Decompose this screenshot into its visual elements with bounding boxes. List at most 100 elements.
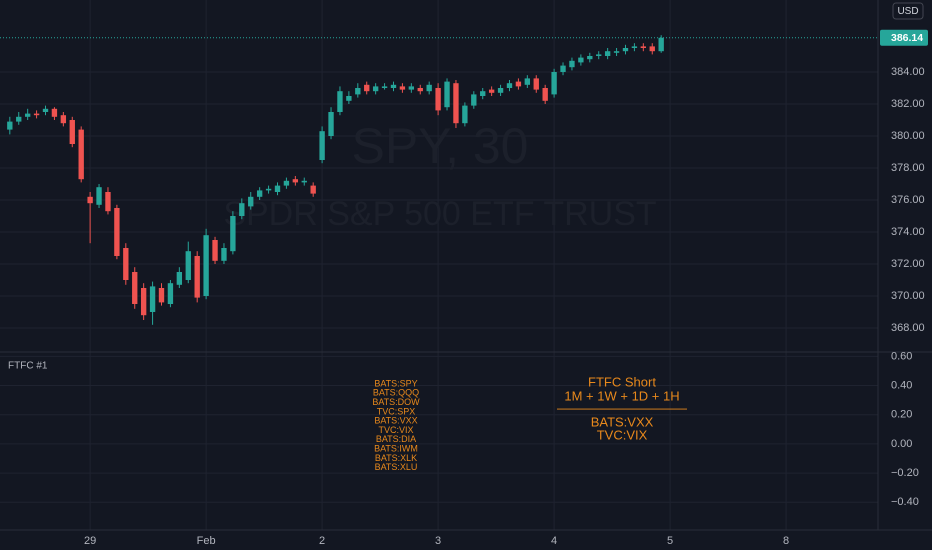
candle-body bbox=[390, 84, 397, 88]
symbol-label: BATS:DIA bbox=[376, 434, 416, 444]
candle-body bbox=[310, 185, 316, 194]
candle-body bbox=[51, 108, 58, 117]
y-tick-label: 370.00 bbox=[891, 290, 925, 302]
candle-body bbox=[551, 72, 557, 95]
candle-body bbox=[194, 256, 200, 298]
candle-body bbox=[569, 60, 575, 68]
panel-text: FTFC Short bbox=[588, 374, 656, 389]
candle-body bbox=[140, 288, 147, 316]
candle-body bbox=[613, 51, 620, 53]
x-tick-label: 29 bbox=[84, 535, 96, 547]
candle-body bbox=[631, 46, 638, 48]
x-tick-label: Feb bbox=[197, 535, 216, 547]
candle-body bbox=[328, 112, 334, 136]
candle-body bbox=[78, 129, 84, 180]
candle-body bbox=[24, 113, 31, 117]
candle-body bbox=[542, 88, 548, 101]
candle-body bbox=[346, 96, 352, 101]
x-tick-label: 8 bbox=[783, 535, 789, 547]
candle-body bbox=[319, 131, 325, 160]
y-tick-label: −0.20 bbox=[891, 467, 919, 479]
candle-body bbox=[69, 120, 75, 144]
candle-body bbox=[515, 81, 522, 87]
candle-body bbox=[444, 81, 450, 108]
panel-text: 1M + 1W + 1D + 1H bbox=[564, 388, 679, 403]
y-tick-label: 0.20 bbox=[891, 409, 912, 421]
labels: 29 Feb 2 3 4 5 8 368.00 370.00 372.00 374.00 376.00… bbox=[84, 29, 928, 547]
y-tick-label: 378.00 bbox=[891, 162, 925, 174]
candle-body bbox=[658, 37, 664, 52]
symbol-label: TVC:SPX bbox=[377, 406, 416, 416]
candle-body bbox=[596, 54, 602, 56]
candle-body bbox=[16, 116, 22, 122]
symbol-label: BATS:SPY bbox=[374, 378, 417, 388]
panel-text: BATS:VXX bbox=[591, 414, 654, 429]
candle-body bbox=[372, 86, 379, 92]
candle-body bbox=[337, 91, 343, 112]
candle-body bbox=[274, 185, 281, 192]
y-tick-label: 374.00 bbox=[891, 226, 925, 238]
symbol-label: BATS:VXX bbox=[374, 416, 417, 426]
candle-body bbox=[355, 88, 361, 95]
symbol-label: BATS:XLU bbox=[375, 462, 418, 472]
candle-body bbox=[87, 196, 93, 204]
y-tick-label: 376.00 bbox=[891, 194, 925, 206]
candle-body bbox=[435, 88, 441, 111]
last-price-label: 386.14 bbox=[891, 32, 923, 44]
candle-body bbox=[417, 88, 423, 92]
x-tick-label: 3 bbox=[435, 535, 441, 547]
candle-body bbox=[212, 240, 218, 261]
candle-body bbox=[283, 180, 290, 186]
candle-body bbox=[256, 190, 263, 197]
y-tick-label: 382.00 bbox=[891, 98, 925, 110]
last-price-badge bbox=[880, 29, 928, 46]
symbol-label: TVC:VIX bbox=[378, 425, 413, 435]
candle-body bbox=[560, 65, 566, 72]
candle-body bbox=[167, 283, 174, 304]
x-tick-label: 5 bbox=[667, 535, 673, 547]
candle-body bbox=[622, 48, 629, 52]
candle-body bbox=[524, 78, 531, 85]
symbol-label: BATS:XLK bbox=[375, 453, 417, 463]
candle-body bbox=[185, 251, 191, 280]
candle-body bbox=[33, 113, 40, 116]
grid bbox=[0, 0, 878, 530]
x-tick-label: 2 bbox=[319, 535, 325, 547]
candle-body bbox=[471, 94, 477, 106]
candle-body bbox=[96, 187, 102, 205]
y-tick-label: 372.00 bbox=[891, 258, 925, 270]
candle-body bbox=[578, 57, 584, 63]
candle-body bbox=[149, 286, 156, 312]
candle-body bbox=[239, 203, 245, 216]
y-tick-label: 0.40 bbox=[891, 379, 912, 391]
candle-body bbox=[230, 216, 236, 252]
candle-body bbox=[265, 188, 272, 191]
candle-body bbox=[105, 192, 111, 212]
candle-body bbox=[158, 288, 165, 303]
candle-body bbox=[7, 121, 13, 130]
candle-body bbox=[176, 272, 183, 285]
x-tick-label: 4 bbox=[551, 535, 557, 547]
candle-body bbox=[60, 115, 67, 124]
candle-body bbox=[497, 88, 504, 93]
candle-body bbox=[587, 56, 593, 60]
marks bbox=[0, 35, 878, 325]
candle-body bbox=[453, 83, 459, 124]
candle-body bbox=[533, 78, 539, 90]
candle-body bbox=[462, 105, 468, 124]
currency-button[interactable] bbox=[892, 2, 924, 20]
candle-body bbox=[292, 179, 299, 183]
currency-label[interactable]: USD bbox=[897, 6, 918, 17]
candle-body bbox=[408, 86, 415, 90]
candle-body bbox=[42, 108, 49, 112]
y-tick-label: 0.60 bbox=[891, 350, 912, 362]
y-tick-label: 368.00 bbox=[891, 322, 925, 334]
symbol-label: BATS:IWM bbox=[374, 443, 418, 453]
symbol-label: BATS:DOW bbox=[372, 397, 420, 407]
candle-body bbox=[221, 248, 227, 261]
candle-body bbox=[301, 180, 307, 183]
candle-body bbox=[506, 83, 513, 88]
candle-body bbox=[399, 86, 406, 90]
